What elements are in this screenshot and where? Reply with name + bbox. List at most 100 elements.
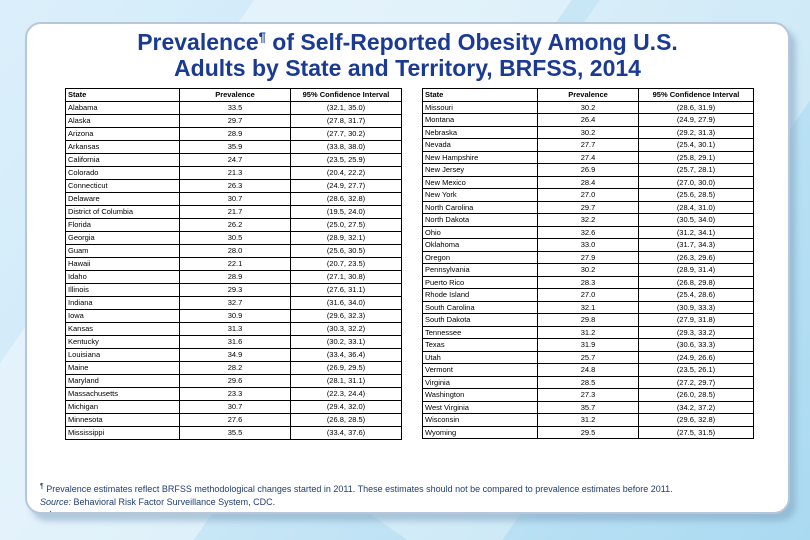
ci-cell: (25.8, 29.1)	[638, 150, 754, 164]
ci-cell: (25.4, 30.1)	[638, 138, 754, 152]
prevalence-cell: 27.3	[537, 388, 639, 402]
table-row: South Dakota 29.8 (27.9, 31.8)	[422, 313, 754, 327]
table-row: Delaware 30.7 (28.6, 32.8)	[65, 192, 402, 206]
state-cell: Delaware	[65, 192, 180, 206]
table-row: Alaska 29.7 (27.8, 31.7)	[65, 114, 402, 128]
prevalence-cell: 28.3	[537, 275, 639, 289]
table-row: Indiana 32.7 (31.6, 34.0)	[65, 296, 402, 310]
prevalence-cell: 29.7	[537, 200, 639, 214]
table-row: Texas 31.9 (30.6, 33.3)	[422, 338, 754, 352]
prevalence-cell: 33.0	[537, 238, 639, 252]
state-cell: West Virginia	[422, 400, 538, 414]
prevalence-cell: 31.2	[537, 325, 639, 339]
state-cell: Hawaii	[65, 257, 180, 271]
table-row: Wyoming 29.5 (27.5, 31.5)	[422, 425, 754, 439]
ci-cell: (28.9, 32.1)	[290, 231, 402, 245]
state-cell: Iowa	[65, 309, 180, 323]
ci-cell: (33.4, 36.4)	[290, 348, 402, 362]
state-cell: North Carolina	[422, 200, 538, 214]
state-cell: Utah	[422, 350, 538, 364]
table-row: Arizona 28.9 (27.7, 30.2)	[65, 127, 402, 141]
ci-cell: (28.4, 31.0)	[638, 200, 754, 214]
prevalence-cell: 28.9	[179, 127, 291, 141]
title-line1-part1: Prevalence	[137, 29, 259, 55]
prevalence-cell: 21.7	[179, 205, 291, 219]
prevalence-cell: 29.8	[537, 313, 639, 327]
title-line2: Adults by State and Territory, BRFSS, 20…	[174, 55, 641, 81]
prevalence-cell: 30.7	[179, 192, 291, 206]
ci-cell: (29.4, 32.0)	[290, 400, 402, 414]
table-row: Kentucky 31.6 (30.2, 33.1)	[65, 335, 402, 349]
table-row: Mississippi 35.5 (33.4, 37.6)	[65, 426, 402, 440]
prevalence-cell: 28.4	[537, 175, 639, 189]
prevalence-cell: 31.2	[537, 413, 639, 427]
column-header-ci: 95% Confidence Interval	[290, 88, 402, 102]
ci-cell: (23.5, 26.1)	[638, 363, 754, 377]
column-header-ci: 95% Confidence Interval	[638, 88, 754, 102]
ci-cell: (29.2, 31.3)	[638, 125, 754, 139]
ci-cell: (31.2, 34.1)	[638, 225, 754, 239]
prevalence-cell: 28.0	[179, 244, 291, 258]
prevalence-cell: 31.3	[179, 322, 291, 336]
obesity-table-left: State Prevalence 95% Confidence Interval Al…	[65, 88, 402, 440]
ci-cell: (29.6, 32.3)	[290, 309, 402, 323]
table-row: Ohio 32.6 (31.2, 34.1)	[422, 225, 754, 239]
table-row: Michigan 30.7 (29.4, 32.0)	[65, 400, 402, 414]
ci-cell: (32.1, 35.0)	[290, 101, 402, 115]
state-cell: Georgia	[65, 231, 180, 245]
table-row: Maryland 29.6 (28.1, 31.1)	[65, 374, 402, 388]
prevalence-cell: 27.6	[179, 413, 291, 427]
title-footnote-mark: ¶	[258, 29, 266, 45]
state-cell: Pennsylvania	[422, 263, 538, 277]
table-row: Virginia 28.5 (27.2, 29.7)	[422, 375, 754, 389]
ci-cell: (25.6, 28.5)	[638, 188, 754, 202]
ci-cell: (25.4, 28.6)	[638, 288, 754, 302]
prevalence-cell: 22.1	[179, 257, 291, 271]
ci-cell: (30.5, 34.0)	[638, 213, 754, 227]
table-row: Connecticut 26.3 (24.9, 27.7)	[65, 179, 402, 193]
state-cell: Texas	[422, 338, 538, 352]
header-row: State Prevalence 95% Confidence Interval	[65, 88, 402, 102]
table-row: New Mexico 28.4 (27.0, 30.0)	[422, 175, 754, 189]
prevalence-cell: 30.2	[537, 125, 639, 139]
ci-cell: (31.7, 34.3)	[638, 238, 754, 252]
state-cell: Maine	[65, 361, 180, 375]
stray-mark: .	[49, 504, 52, 515]
state-cell: Indiana	[65, 296, 180, 310]
state-cell: Guam	[65, 244, 180, 258]
state-cell: Tennessee	[422, 325, 538, 339]
table-row: Montana 26.4 (24.9, 27.9)	[422, 113, 754, 127]
prevalence-cell: 27.9	[537, 250, 639, 264]
table-row: Oregon 27.9 (26.3, 29.6)	[422, 250, 754, 264]
ci-cell: (25.0, 27.5)	[290, 218, 402, 232]
slide-title: Prevalence¶ of Self-Reported Obesity Amo…	[27, 29, 788, 81]
table-row: Hawaii 22.1 (20.7, 23.5)	[65, 257, 402, 271]
state-cell: California	[65, 153, 180, 167]
ci-cell: (26.8, 29.8)	[638, 275, 754, 289]
table-row: Guam 28.0 (25.6, 30.5)	[65, 244, 402, 258]
state-cell: Colorado	[65, 166, 180, 180]
table-row: North Dakota 32.2 (30.5, 34.0)	[422, 213, 754, 227]
column-header-prevalence: Prevalence	[179, 88, 291, 102]
ci-cell: (33.8, 38.0)	[290, 140, 402, 154]
ci-cell: (31.6, 34.0)	[290, 296, 402, 310]
state-cell: Montana	[422, 113, 538, 127]
ci-cell: (27.0, 30.0)	[638, 175, 754, 189]
state-cell: Rhode Island	[422, 288, 538, 302]
table-row: Louisiana 34.9 (33.4, 36.4)	[65, 348, 402, 362]
ci-cell: (27.8, 31.7)	[290, 114, 402, 128]
prevalence-cell: 32.1	[537, 300, 639, 314]
ci-cell: (26.0, 28.5)	[638, 388, 754, 402]
state-cell: New Hampshire	[422, 150, 538, 164]
table-row: Missouri 30.2 (28.6, 31.9)	[422, 100, 754, 114]
state-cell: South Carolina	[422, 300, 538, 314]
state-cell: Idaho	[65, 270, 180, 284]
prevalence-cell: 27.0	[537, 288, 639, 302]
prevalence-cell: 35.5	[179, 426, 291, 440]
ci-cell: (27.6, 31.1)	[290, 283, 402, 297]
state-cell: Mississippi	[65, 426, 180, 440]
header-row: State Prevalence 95% Confidence Interval	[422, 88, 754, 102]
ci-cell: (30.3, 32.2)	[290, 322, 402, 336]
column-header-state: State	[65, 88, 180, 102]
state-cell: Ohio	[422, 225, 538, 239]
